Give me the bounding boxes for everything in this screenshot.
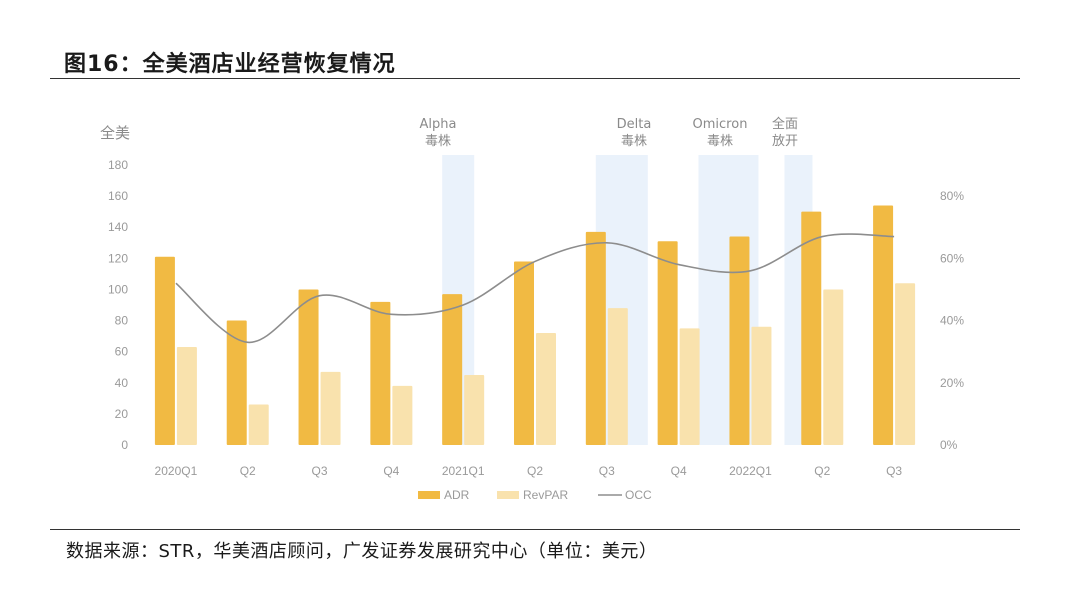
revpar-bar <box>895 283 916 445</box>
occ-line <box>175 233 895 344</box>
revpar-bar <box>248 404 269 445</box>
adr-bar <box>298 289 319 445</box>
left-tick-label: 60 <box>115 345 129 359</box>
x-axis: 2020Q1 Q2 Q3 Q4 2021Q1 Q2 Q3 Q4 2022Q1 Q2 Q3 <box>155 464 903 478</box>
left-tick-label: 180 <box>108 158 128 172</box>
x-tick-label: Q3 <box>599 464 615 478</box>
adr-bar <box>729 236 750 445</box>
figure-title: 图16：全美酒店业经营恢复情况 <box>64 52 396 77</box>
left-tick-label: 100 <box>108 282 128 296</box>
left-y-axis: 全美 0 20 40 60 80 100 120 140 160 180 <box>100 124 130 452</box>
adr-bar <box>585 231 606 445</box>
x-tick-label: 2021Q1 <box>442 464 485 478</box>
left-tick-label: 0 <box>121 438 128 452</box>
revpar-bar <box>751 326 772 445</box>
revpar-bar <box>392 385 413 445</box>
legend: ADR RevPAR OCC <box>418 488 652 502</box>
right-tick-label: 20% <box>940 376 964 390</box>
x-tick-label: Q2 <box>240 464 256 478</box>
x-tick-label: Q4 <box>383 464 399 478</box>
left-tick-label: 40 <box>115 376 129 390</box>
annotation-line2: 毒株 <box>621 134 647 149</box>
revpar-bar <box>679 328 700 445</box>
adr-bar <box>657 241 678 445</box>
title-divider <box>50 78 1020 79</box>
right-tick-label: 40% <box>940 314 964 328</box>
x-tick-label: 2020Q1 <box>155 464 198 478</box>
legend-label-occ: OCC <box>625 488 652 502</box>
adr-bar <box>154 256 175 445</box>
revpar-bar <box>823 289 844 445</box>
adr-bar <box>801 211 822 445</box>
source-note: 数据来源：STR，华美酒店顾问，广发证券发展研究中心（单位：美元） <box>66 541 658 562</box>
left-tick-label: 140 <box>108 220 128 234</box>
adr-bar <box>370 301 391 445</box>
adr-bar <box>442 294 463 445</box>
revpar-bar <box>607 308 628 445</box>
annotation-line2: 放开 <box>772 134 798 149</box>
left-tick-label: 160 <box>108 189 128 203</box>
left-tick-label: 120 <box>108 251 128 265</box>
right-tick-label: 0% <box>940 438 958 452</box>
adr-bar <box>514 261 534 445</box>
x-tick-label: Q4 <box>671 464 687 478</box>
x-tick-label: Q3 <box>886 464 902 478</box>
right-tick-label: 80% <box>940 189 964 203</box>
adr-bar <box>226 320 247 445</box>
revpar-bar <box>536 333 556 445</box>
left-axis-label: 全美 <box>100 124 130 142</box>
legend-label-adr: ADR <box>444 488 470 502</box>
right-tick-label: 60% <box>940 251 964 265</box>
left-tick-label: 20 <box>115 407 129 421</box>
revpar-bar <box>320 371 341 445</box>
adr-bar <box>873 205 894 445</box>
annotation-line1: 全面 <box>772 116 798 132</box>
occ-line-layer <box>175 233 895 344</box>
bars-layer <box>154 205 916 445</box>
source-divider <box>50 529 1020 530</box>
annotation-line1: Omicron <box>693 117 748 132</box>
revpar-bar <box>464 375 485 445</box>
x-tick-label: Q3 <box>312 464 328 478</box>
annotation-line2: 毒株 <box>425 134 451 149</box>
revpar-bar <box>176 347 197 445</box>
figure-header: 图16：全美酒店业经营恢复情况 <box>62 44 1022 77</box>
x-tick-label: Q2 <box>527 464 543 478</box>
left-tick-label: 80 <box>115 314 129 328</box>
legend-swatch-adr <box>418 491 440 499</box>
annotation-line2: 毒株 <box>707 134 733 149</box>
legend-label-revpar: RevPAR <box>523 488 568 502</box>
annotation-line1: Alpha <box>420 117 457 132</box>
annotation-line1: Delta <box>617 117 652 132</box>
legend-swatch-revpar <box>497 491 519 499</box>
x-tick-label: 2022Q1 <box>729 464 772 478</box>
right-y-axis: 0% 20% 40% 60% 80% <box>940 189 964 452</box>
x-tick-label: Q2 <box>814 464 830 478</box>
